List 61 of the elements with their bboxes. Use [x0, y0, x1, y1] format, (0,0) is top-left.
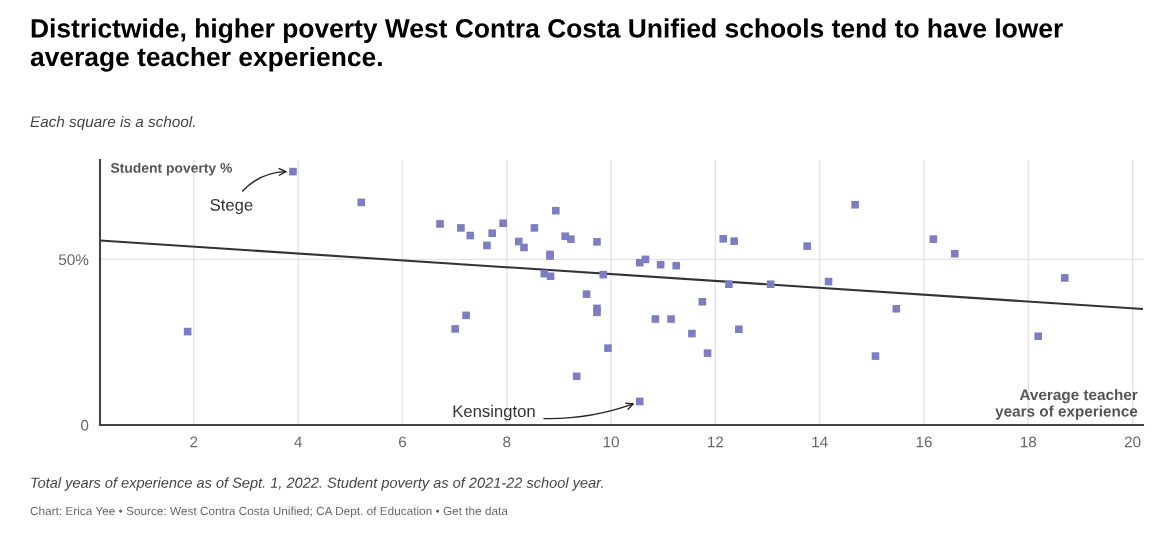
x-tick-label: 14 [812, 436, 828, 448]
point [735, 325, 743, 334]
point [488, 229, 496, 238]
point [892, 304, 901, 313]
point [530, 224, 539, 232]
point [730, 237, 738, 245]
point [851, 200, 859, 209]
point [635, 397, 644, 406]
point [725, 280, 733, 289]
chart-title: Districtwide, higher poverty West Contra Costa Unified schools tend to have lower average teacher experience. [30, 18, 1063, 72]
point [457, 224, 465, 232]
point [719, 235, 727, 243]
y-tick-label: 0 [80, 419, 89, 431]
x-tick-label: 12 [708, 436, 724, 448]
point [1060, 274, 1069, 282]
point [546, 272, 555, 281]
point [1034, 332, 1042, 341]
point [950, 249, 959, 258]
point [520, 243, 528, 252]
point [672, 261, 681, 270]
point [871, 352, 880, 360]
chart-subtitle: Each square is a school. [30, 115, 195, 131]
x-tick-label: 8 [503, 436, 511, 448]
x-tick-label: 4 [294, 436, 302, 448]
point [651, 315, 660, 323]
point [483, 241, 491, 250]
annotation: Stege [210, 198, 253, 215]
point [289, 167, 297, 176]
point [551, 206, 560, 215]
y-tick-label: 50% [58, 254, 89, 266]
text: Total years of experience as of Sept. 1, 2022. Student poverty as of 2021-22 school year. [31, 477, 603, 491]
point [466, 231, 475, 240]
point [593, 238, 601, 246]
x-tick-label: 10 [603, 436, 619, 448]
point [929, 235, 938, 243]
point [451, 325, 459, 333]
point [703, 349, 712, 357]
point [803, 242, 811, 250]
point [436, 220, 444, 228]
x-tick-label: 16 [916, 436, 932, 448]
point [567, 235, 575, 243]
point [604, 344, 612, 352]
x-tick-label: 6 [399, 436, 407, 448]
x-tick-label: 18 [1020, 436, 1037, 448]
point [499, 219, 507, 228]
point [514, 237, 523, 246]
point [582, 290, 591, 298]
text: Chart: Erica Yee • Source: West Contra Costa Unified; CA Dept. of Education • Get the data [30, 506, 508, 518]
point [698, 297, 707, 306]
point [766, 280, 775, 289]
y-axis-title: Student poverty % [110, 162, 232, 176]
point [593, 308, 601, 317]
point [462, 311, 470, 320]
point [357, 198, 366, 207]
point [667, 315, 675, 323]
x-tick-label: 20 [1124, 436, 1141, 448]
point [688, 329, 696, 338]
x-tick-label: 2 [190, 436, 198, 448]
x-axis-title: Average teacher years of experience [995, 388, 1138, 420]
annotation: Kensington [453, 404, 535, 421]
point [599, 270, 608, 279]
